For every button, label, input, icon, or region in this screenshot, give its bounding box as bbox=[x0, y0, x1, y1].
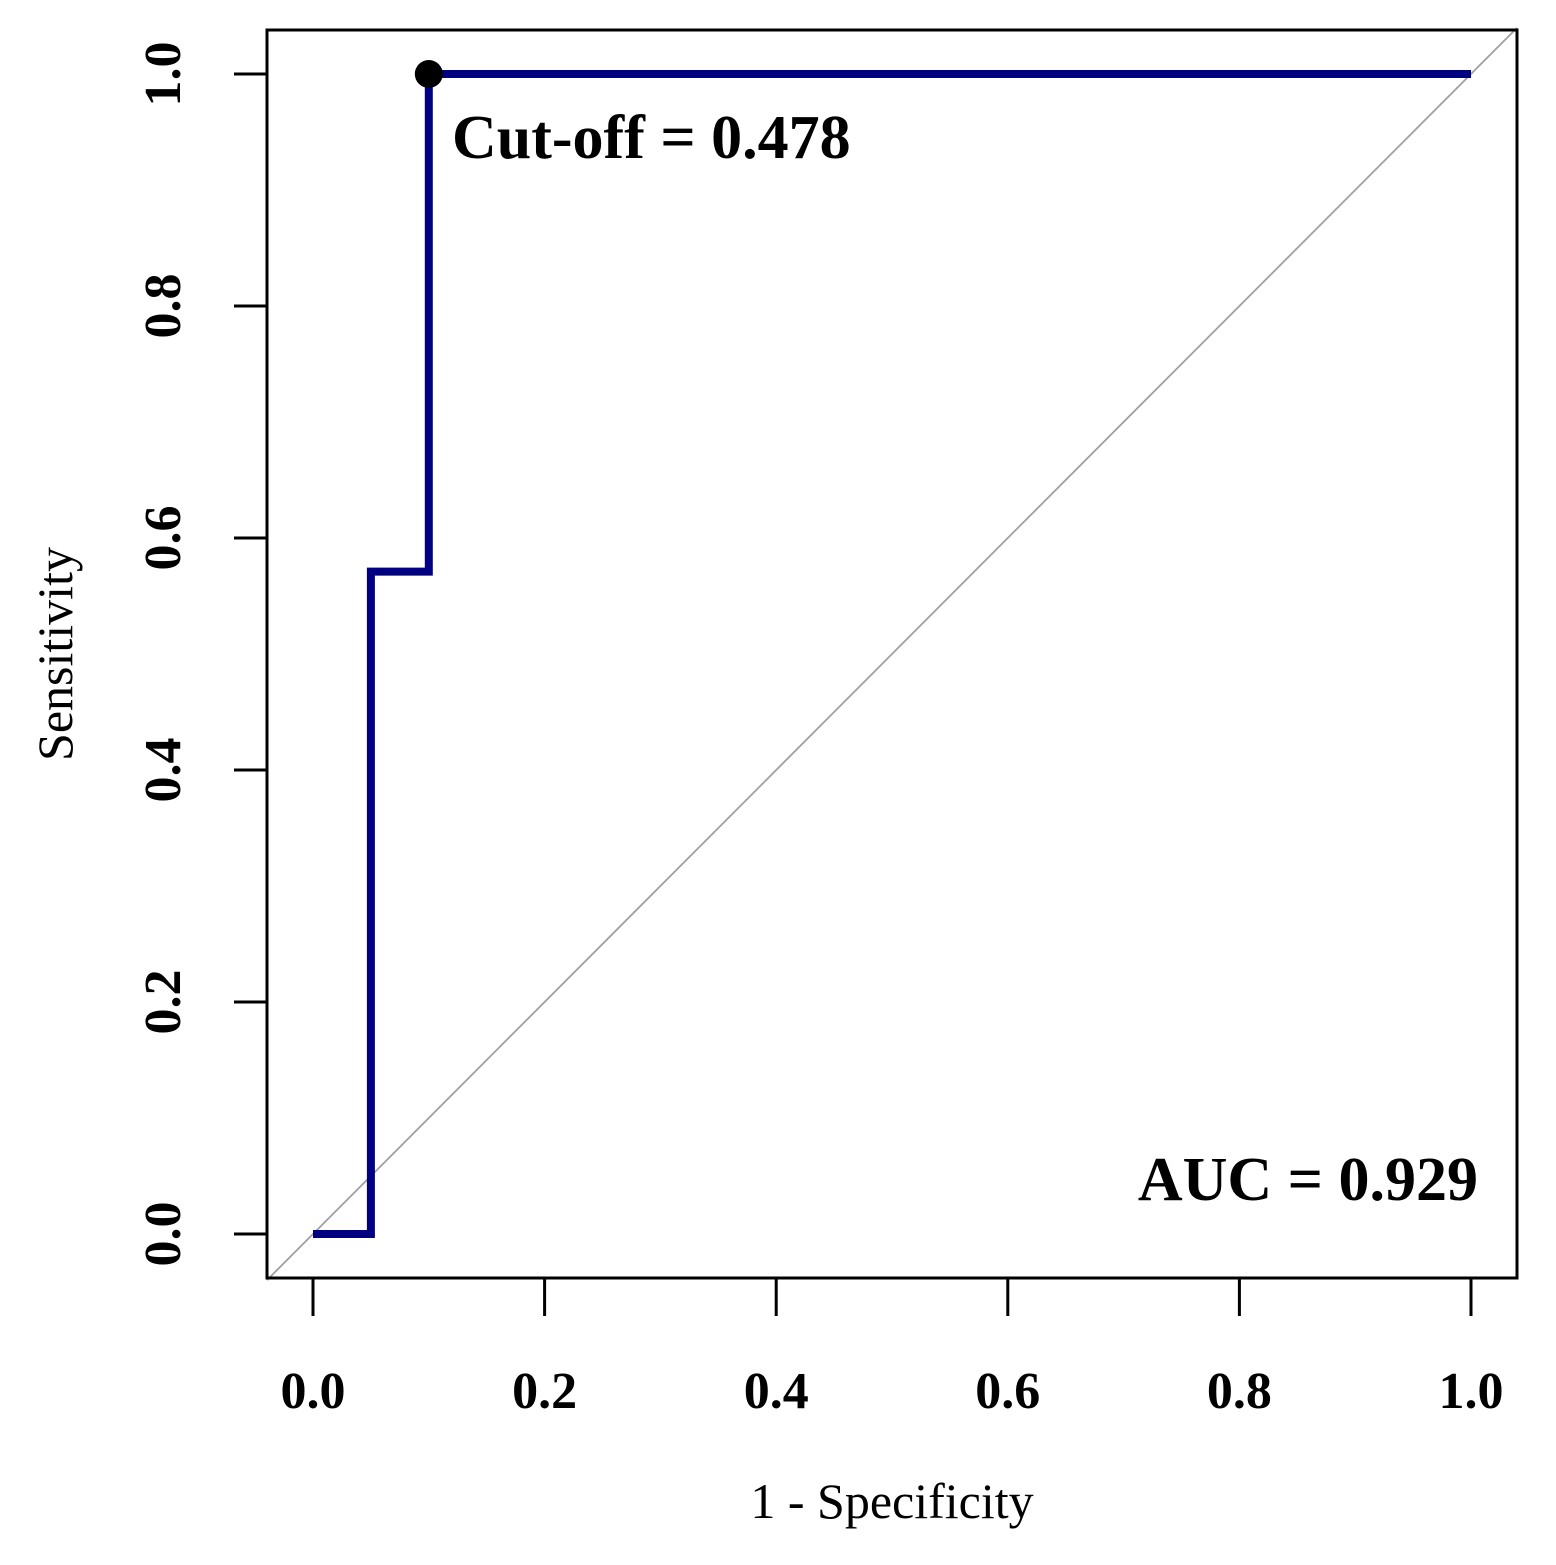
x-tick-label: 0.4 bbox=[744, 1363, 809, 1420]
x-axis-title: 1 - Specificity bbox=[750, 1473, 1033, 1529]
y-tick-label: 0.0 bbox=[135, 1202, 192, 1267]
y-axis: 0.0 0.2 0.4 0.6 0.8 1.0 bbox=[135, 42, 269, 1267]
y-tick-label: 0.6 bbox=[135, 506, 192, 571]
x-tick-label: 0.6 bbox=[975, 1363, 1040, 1420]
cutoff-point bbox=[414, 60, 443, 88]
x-tick-label: 0.8 bbox=[1207, 1363, 1272, 1420]
y-axis-title: Sensitivity bbox=[27, 547, 83, 761]
y-tick-label: 0.4 bbox=[135, 738, 192, 803]
x-axis: 0.0 0.2 0.4 0.6 0.8 1.0 bbox=[281, 1276, 1504, 1420]
series-group bbox=[313, 60, 1471, 1238]
x-tick-label: 0.2 bbox=[512, 1363, 577, 1420]
y-tick-label: 1.0 bbox=[135, 42, 192, 107]
cutoff-annotation: Cut-off = 0.478 bbox=[452, 104, 851, 172]
annotations: Cut-off = 0.478 AUC = 0.929 bbox=[452, 104, 1478, 1214]
auc-annotation: AUC = 0.929 bbox=[1138, 1146, 1478, 1214]
x-tick-label: 0.0 bbox=[281, 1363, 346, 1420]
reference-line-group bbox=[266, 27, 1518, 1281]
roc-curve-line bbox=[313, 70, 1471, 1238]
reference-diagonal-line bbox=[266, 27, 1518, 1281]
y-tick-label: 0.2 bbox=[135, 970, 192, 1035]
x-tick-label: 1.0 bbox=[1439, 1363, 1504, 1420]
y-tick-label: 0.8 bbox=[135, 274, 192, 339]
